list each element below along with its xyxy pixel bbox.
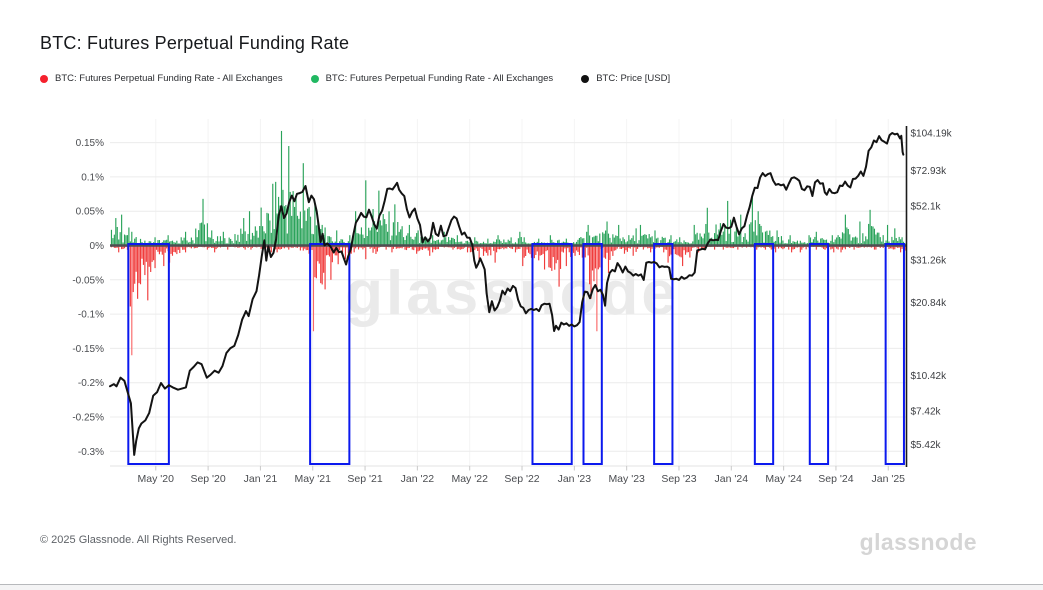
svg-text:May '23: May '23 [608,473,645,485]
svg-text:May '21: May '21 [295,473,332,485]
svg-text:0.1%: 0.1% [81,172,104,183]
svg-text:0.15%: 0.15% [76,138,104,149]
svg-text:$7.42k: $7.42k [911,407,942,418]
svg-text:-0.05%: -0.05% [72,275,104,286]
svg-text:Jan '24: Jan '24 [715,473,749,485]
svg-text:$104.19k: $104.19k [911,129,953,140]
svg-text:0%: 0% [90,241,105,252]
legend-dot-green-icon [310,74,319,83]
highlight-box [753,243,775,465]
svg-text:Sep '21: Sep '21 [347,473,382,485]
svg-text:-0.25%: -0.25% [72,413,104,424]
svg-text:$5.42k: $5.42k [911,440,942,451]
highlight-box [582,243,603,465]
svg-text:Jan '22: Jan '22 [401,473,435,485]
svg-text:-0.3%: -0.3% [78,447,104,458]
svg-text:$31.26k: $31.26k [911,255,948,266]
svg-text:-0.1%: -0.1% [78,310,104,321]
svg-text:May '20: May '20 [138,473,175,485]
legend-item-funding-negative[interactable]: BTC: Futures Perpetual Funding Rate - Al… [40,73,283,84]
highlight-box [127,243,170,465]
svg-text:$72.93k: $72.93k [911,166,948,177]
highlight-box [884,243,905,465]
svg-text:-0.2%: -0.2% [78,378,104,389]
svg-text:May '22: May '22 [451,473,488,485]
svg-text:$10.42k: $10.42k [911,371,948,382]
bottom-divider [0,584,1043,590]
highlight-box [309,243,351,465]
page-title: BTC: Futures Perpetual Funding Rate [40,33,350,53]
svg-text:Jan '23: Jan '23 [558,473,592,485]
svg-text:May '24: May '24 [765,473,802,485]
svg-text:Sep '22: Sep '22 [504,473,539,485]
legend-item-funding-positive[interactable]: BTC: Futures Perpetual Funding Rate - Al… [310,73,553,84]
highlight-box [808,243,830,465]
svg-text:Sep '20: Sep '20 [190,473,225,485]
funding-rate-chart-canvas[interactable]: glassnode 0.15% 0.1% 0.05% 0% -0.05% -0.1% -0.1… [0,0,1043,520]
copyright-text: © 2025 Glassnode. All Rights Reserved. [40,534,237,546]
svg-text:-0.15%: -0.15% [72,344,104,355]
svg-text:glassnode: glassnode [345,259,679,328]
svg-text:Sep '24: Sep '24 [818,473,853,485]
svg-text:Jan '21: Jan '21 [244,473,278,485]
legend-item-price[interactable]: BTC: Price [USD] [581,73,670,84]
svg-text:Sep '23: Sep '23 [661,473,696,485]
svg-text:$52.1k: $52.1k [911,201,942,212]
highlight-box [653,243,674,465]
highlight-box [531,243,573,465]
svg-text:Jan '25: Jan '25 [871,473,905,485]
svg-text:0.05%: 0.05% [76,207,104,218]
legend-dot-black-icon [581,74,590,83]
chart-legend: BTC: Futures Perpetual Funding Rate - Al… [40,73,670,84]
legend-dot-red-icon [40,74,48,83]
svg-text:$20.84k: $20.84k [911,298,948,309]
glassnode-wordmark: glassnode [859,529,977,555]
